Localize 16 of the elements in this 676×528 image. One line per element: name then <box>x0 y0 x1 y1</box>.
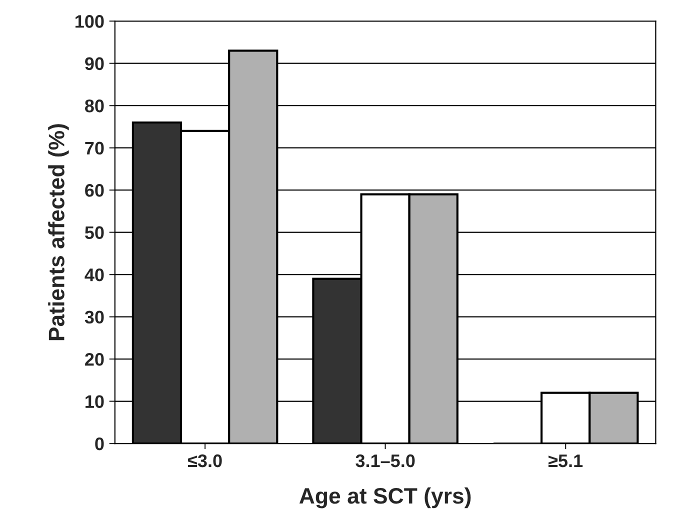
y-tick-label: 90 <box>85 57 104 70</box>
y-tick-label: 100 <box>76 15 104 28</box>
y-tick-label: 60 <box>85 184 104 197</box>
y-axis-title: Patients affected (%) <box>48 124 69 340</box>
x-axis-title: Age at SCT (yrs) <box>299 487 471 508</box>
y-tick-label: 80 <box>84 100 104 112</box>
x-tick-label: 3.1–5.0 <box>356 454 415 468</box>
y-tick-label: 0 <box>95 437 104 450</box>
y-tick-label: 70 <box>85 142 104 155</box>
y-tick-label: 40 <box>84 268 104 282</box>
y-tick-label: 50 <box>84 226 104 240</box>
x-tick-label: ≤3.0 <box>188 454 222 468</box>
y-tick-label: 30 <box>84 310 104 324</box>
x-tick-label: ≥5.1 <box>548 454 583 468</box>
y-tick-label: 10 <box>86 395 104 408</box>
y-tick-label: 20 <box>85 352 104 366</box>
